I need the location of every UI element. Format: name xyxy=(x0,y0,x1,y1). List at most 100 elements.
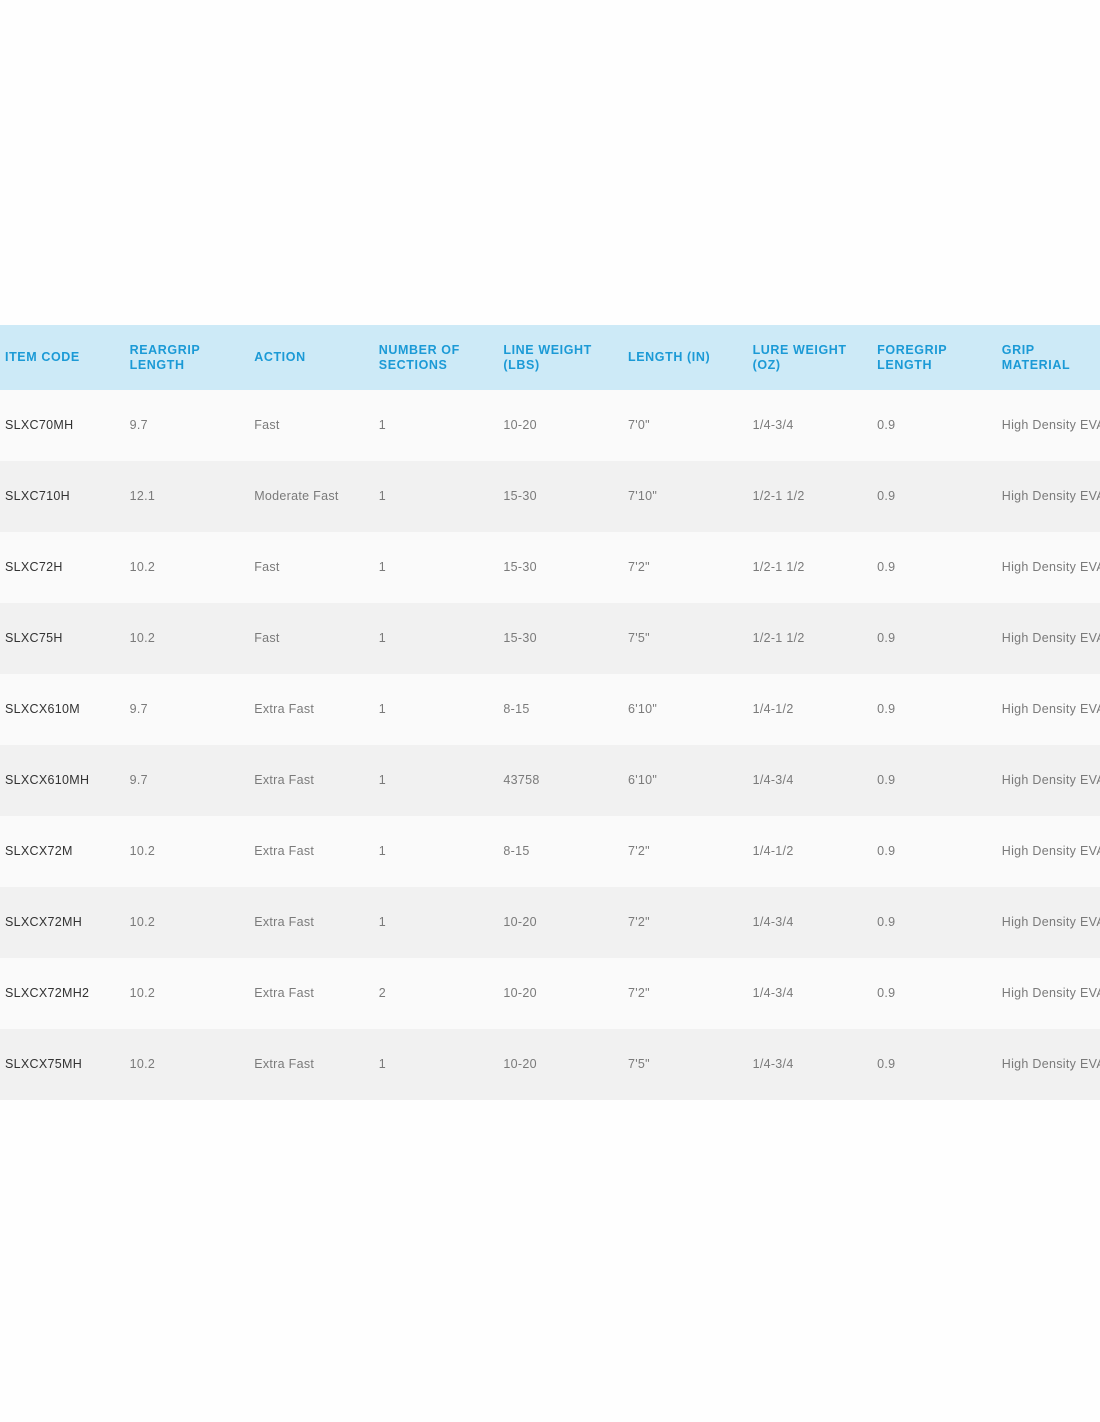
table-cell: 8-15 xyxy=(498,816,623,887)
table-cell: 0.9 xyxy=(872,958,997,1029)
column-header-text: (OZ) xyxy=(752,357,781,372)
column-header: LENGTH (IN) xyxy=(622,325,748,390)
table-cell: 1 xyxy=(373,674,499,745)
table-cell: 8-15 xyxy=(498,674,623,745)
table-cell: 15-30 xyxy=(498,603,623,674)
item-code-cell: SLXCX72MH xyxy=(0,887,125,958)
table-cell: 9.7 xyxy=(124,390,250,461)
item-code-cell: SLXCX75MH xyxy=(0,1029,125,1100)
column-header-text: SECTIONS xyxy=(378,357,448,372)
column-header-text: FOREGRIP xyxy=(877,342,948,357)
table-cell: 10-20 xyxy=(498,390,623,461)
table-cell: 1/4-3/4 xyxy=(747,1029,873,1100)
table-cell: 10.2 xyxy=(124,532,250,603)
item-code-cell: SLXC75H xyxy=(0,603,125,674)
column-header: NUMBER OF SECTIONS xyxy=(373,325,499,390)
table-cell: 7'10" xyxy=(622,461,748,532)
table-cell: High Density EVA xyxy=(996,461,1100,532)
table-cell: 0.9 xyxy=(872,887,997,958)
column-header-text: LENGTH xyxy=(877,357,933,372)
table-cell: 1 xyxy=(373,461,499,532)
table-cell: 1 xyxy=(373,1029,499,1100)
table-cell: 10.2 xyxy=(124,603,250,674)
specs-table: ITEM CODE REARGRIP LENGTH ACTION NUMBER OF SE… xyxy=(0,325,1100,1100)
table-row: SLXC710H 12.1 Moderate Fast 1 15-30 7'10" 1/2-… xyxy=(0,461,1100,532)
table-cell: 1/4-1/2 xyxy=(747,816,873,887)
column-header-text: NUMBER OF xyxy=(378,342,460,357)
table-cell: 1/2-1 1/2 xyxy=(747,532,873,603)
table-cell: 7'2" xyxy=(622,816,748,887)
column-header-text: LENGTH (IN) xyxy=(627,350,711,364)
table-cell: Extra Fast xyxy=(249,887,374,958)
table-cell: 1/4-3/4 xyxy=(747,390,873,461)
table-row: SLXC70MH 9.7 Fast 1 10-20 7'0" 1/4-3/4 0.9 High … xyxy=(0,390,1100,461)
table-cell: 7'5" xyxy=(622,1029,748,1100)
table-cell: 6'10" xyxy=(622,674,748,745)
table-cell: 1/2-1 1/2 xyxy=(747,461,873,532)
column-header: ITEM CODE xyxy=(0,325,125,390)
table-cell: High Density EVA xyxy=(996,603,1100,674)
header-row: ITEM CODE REARGRIP LENGTH ACTION NUMBER OF SE… xyxy=(0,325,1100,390)
table-row: SLXCX72M 10.2 Extra Fast 1 8-15 7'2" 1/4-1/2 0.… xyxy=(0,816,1100,887)
table-row: SLXCX610MH 9.7 Extra Fast 1 43758 6'10" 1/4-3/… xyxy=(0,745,1100,816)
column-header-text: ITEM CODE xyxy=(5,350,80,364)
table-cell: 10.2 xyxy=(124,1029,250,1100)
table-cell: High Density EVA xyxy=(996,887,1100,958)
column-header-text: MATERIAL xyxy=(1001,357,1071,372)
table-cell: Fast xyxy=(249,532,374,603)
item-code-cell: SLXCX610MH xyxy=(0,745,125,816)
table-row: SLXC75H 10.2 Fast 1 15-30 7'5" 1/2-1 1/2 0.9 Hig… xyxy=(0,603,1100,674)
table-cell: 1 xyxy=(373,532,499,603)
table-cell: 1/4-1/2 xyxy=(747,674,873,745)
table-cell: 1 xyxy=(373,816,499,887)
table-cell: Extra Fast xyxy=(249,745,374,816)
table-cell: Fast xyxy=(249,603,374,674)
table-cell: 6'10" xyxy=(622,745,748,816)
table-row: SLXCX610M 9.7 Extra Fast 1 8-15 6'10" 1/4-1/2 0… xyxy=(0,674,1100,745)
table-cell: 7'2" xyxy=(622,532,748,603)
specs-table-container: ITEM CODE REARGRIP LENGTH ACTION NUMBER OF SE… xyxy=(0,325,1100,1100)
table-cell: 9.7 xyxy=(124,745,250,816)
table-cell: High Density EVA xyxy=(996,1029,1100,1100)
table-cell: 1/4-3/4 xyxy=(747,745,873,816)
table-cell: High Density EVA xyxy=(996,816,1100,887)
column-header-text: LURE WEIGHT xyxy=(752,342,847,357)
table-cell: 15-30 xyxy=(498,532,623,603)
table-cell: 0.9 xyxy=(872,816,997,887)
table-row: SLXC72H 10.2 Fast 1 15-30 7'2" 1/2-1 1/2 0.9 Hig… xyxy=(0,532,1100,603)
table-cell: 0.9 xyxy=(872,603,997,674)
table-row: SLXCX75MH 10.2 Extra Fast 1 10-20 7'5" 1/4-3/4… xyxy=(0,1029,1100,1100)
column-header: GRIP MATERIAL xyxy=(996,325,1100,390)
column-header-text: REARGRIP xyxy=(129,342,201,357)
table-cell: 43758 xyxy=(498,745,623,816)
table-cell: High Density EVA xyxy=(996,745,1100,816)
table-cell: 0.9 xyxy=(872,1029,997,1100)
table-cell: Extra Fast xyxy=(249,674,374,745)
table-cell: 10-20 xyxy=(498,1029,623,1100)
table-cell: 10.2 xyxy=(124,816,250,887)
table-cell: High Density EVA xyxy=(996,958,1100,1029)
table-cell: 15-30 xyxy=(498,461,623,532)
item-code-cell: SLXC72H xyxy=(0,532,125,603)
table-cell: Extra Fast xyxy=(249,958,374,1029)
column-header-text: ACTION xyxy=(254,350,306,364)
table-cell: 7'5" xyxy=(622,603,748,674)
table-cell: 1/4-3/4 xyxy=(747,887,873,958)
table-cell: 10-20 xyxy=(498,958,623,1029)
table-row: SLXCX72MH2 10.2 Extra Fast 2 10-20 7'2" 1/4-3/… xyxy=(0,958,1100,1029)
item-code-cell: SLXCX610M xyxy=(0,674,125,745)
table-cell: 9.7 xyxy=(124,674,250,745)
table-cell: 2 xyxy=(373,958,499,1029)
table-cell: High Density EVA xyxy=(996,390,1100,461)
item-code-cell: SLXC710H xyxy=(0,461,125,532)
item-code-cell: SLXCX72M xyxy=(0,816,125,887)
table-cell: 7'0" xyxy=(622,390,748,461)
table-cell: 1/4-3/4 xyxy=(747,958,873,1029)
table-cell: 10-20 xyxy=(498,887,623,958)
table-cell: Extra Fast xyxy=(249,1029,374,1100)
item-code-cell: SLXC70MH xyxy=(0,390,125,461)
table-cell: 1 xyxy=(373,603,499,674)
table-cell: Moderate Fast xyxy=(249,461,374,532)
column-header-text: LENGTH xyxy=(129,357,185,372)
table-cell: 7'2" xyxy=(622,958,748,1029)
